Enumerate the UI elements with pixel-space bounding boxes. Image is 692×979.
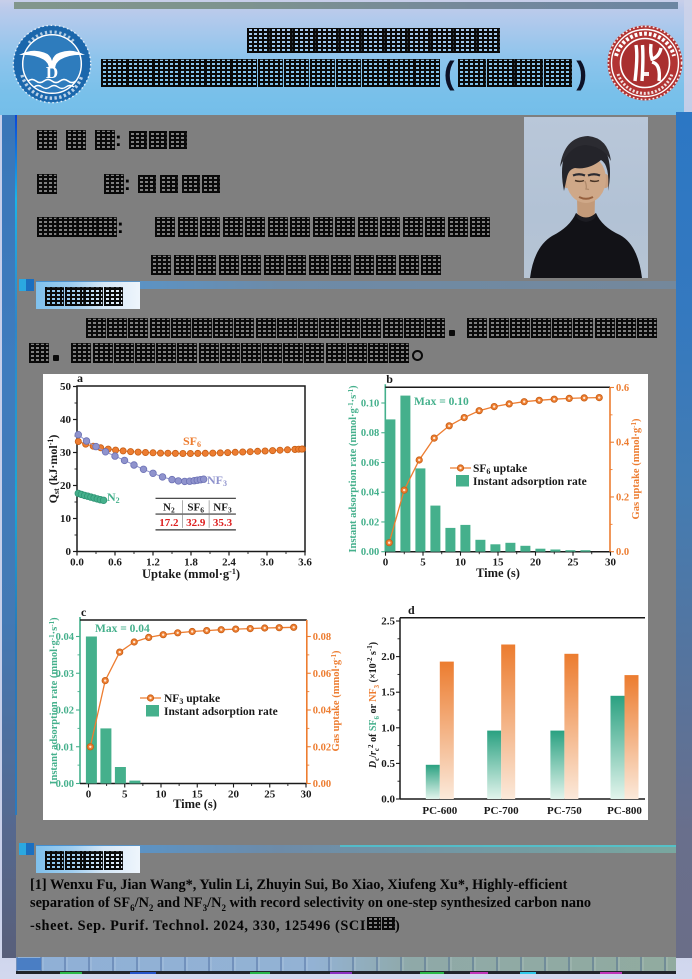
svg-text:0.4: 0.4	[616, 438, 630, 449]
svg-text:NF3: NF3	[207, 473, 227, 488]
svg-text:NF3 uptake: NF3 uptake	[164, 693, 220, 706]
svg-text:20: 20	[228, 789, 240, 801]
svg-text:0.06: 0.06	[361, 458, 379, 469]
svg-text:Gas uptake (mmol·g-1): Gas uptake (mmol·g-1)	[630, 418, 642, 519]
svg-text:0: 0	[383, 557, 389, 569]
svg-text:0: 0	[86, 789, 92, 801]
svg-text:25: 25	[264, 789, 276, 801]
svg-text:10: 10	[455, 557, 467, 569]
svg-text:PC-700: PC-700	[484, 805, 519, 817]
svg-text:15: 15	[493, 557, 505, 569]
svg-text:30: 30	[605, 557, 617, 569]
svg-text:b: b	[386, 374, 393, 386]
svg-text:50: 50	[60, 381, 72, 393]
svg-text:10: 10	[156, 789, 168, 801]
svg-text:20: 20	[530, 557, 542, 569]
svg-text:1.0: 1.0	[381, 722, 395, 734]
svg-text:0.06: 0.06	[313, 669, 331, 680]
svg-text:3.0: 3.0	[260, 557, 274, 569]
svg-text:Max = 0.10: Max = 0.10	[414, 396, 469, 408]
svg-text:2.5: 2.5	[381, 616, 395, 628]
svg-text:17.2: 17.2	[159, 517, 179, 529]
svg-text:Time (s): Time (s)	[476, 566, 520, 580]
svg-text:2.0: 2.0	[381, 651, 395, 663]
svg-text:0.0: 0.0	[70, 557, 84, 569]
svg-text:32.9: 32.9	[186, 517, 206, 529]
svg-text:0.10: 0.10	[361, 399, 379, 410]
svg-text:a: a	[77, 374, 83, 385]
svg-text:2.4: 2.4	[222, 557, 236, 569]
svg-text:SF6: SF6	[187, 501, 204, 514]
svg-text:c: c	[81, 605, 87, 619]
svg-text:20: 20	[60, 480, 72, 492]
svg-text:5: 5	[420, 557, 426, 569]
svg-text:SF6 uptake: SF6 uptake	[473, 463, 527, 476]
svg-text:SF6: SF6	[183, 434, 201, 449]
svg-text:d: d	[408, 603, 415, 617]
svg-text:Instant adsorption rate: Instant adsorption rate	[473, 476, 587, 488]
svg-text:Qst (kJ·mol-1): Qst (kJ·mol-1)	[46, 435, 61, 504]
svg-text:35.3: 35.3	[213, 517, 233, 529]
svg-text:0.6: 0.6	[616, 383, 629, 394]
svg-text:Max = 0.04: Max = 0.04	[95, 623, 150, 635]
svg-text:0.08: 0.08	[361, 428, 379, 439]
svg-text:1.8: 1.8	[184, 557, 198, 569]
svg-text:0.00: 0.00	[56, 779, 74, 790]
svg-text:PC-600: PC-600	[422, 805, 457, 817]
svg-text:D: D	[46, 63, 58, 82]
svg-text:Gas uptake (mmol·g-1): Gas uptake (mmol·g-1)	[330, 650, 342, 751]
svg-text:Uptake (mmol·g-1): Uptake (mmol·g-1)	[142, 567, 240, 581]
svg-text:Time (s): Time (s)	[173, 797, 217, 811]
svg-text:0.2: 0.2	[616, 492, 629, 503]
svg-text:N2: N2	[107, 490, 120, 505]
svg-text:30: 30	[301, 789, 313, 801]
svg-text:PC-750: PC-750	[547, 805, 582, 817]
svg-text:0.02: 0.02	[361, 517, 379, 528]
svg-text:0.08: 0.08	[313, 632, 331, 643]
svg-text:Instant adsorption rate (mmol·: Instant adsorption rate (mmol·g-1·s-1)	[48, 617, 60, 785]
svg-text:0.02: 0.02	[313, 742, 331, 753]
svg-text:10: 10	[60, 513, 72, 525]
svg-text:1.2: 1.2	[146, 557, 160, 569]
svg-text:0.04: 0.04	[56, 632, 75, 643]
svg-text:0.0: 0.0	[381, 794, 395, 806]
svg-text:NF3: NF3	[213, 501, 232, 514]
svg-text:0: 0	[66, 546, 72, 558]
svg-text:N2: N2	[163, 501, 175, 514]
svg-text:0.04: 0.04	[361, 488, 380, 499]
svg-text:25: 25	[568, 557, 580, 569]
svg-text:0.02: 0.02	[56, 706, 74, 717]
svg-text:0.00: 0.00	[313, 779, 331, 790]
svg-text:PC-800: PC-800	[607, 805, 642, 817]
svg-text:0.6: 0.6	[108, 557, 122, 569]
svg-text:0.01: 0.01	[56, 742, 74, 753]
svg-text:Instant adsorption rate: Instant adsorption rate	[164, 706, 278, 718]
svg-text:Instant adsorption rate (mmol·: Instant adsorption rate (mmol·g-1·s-1)	[347, 385, 359, 553]
svg-text:0.0: 0.0	[616, 547, 629, 558]
svg-text:5: 5	[122, 789, 128, 801]
svg-text:30: 30	[60, 447, 72, 459]
svg-text:Dc/rc2 of SF6 or NF3 (×10-2 s-: Dc/rc2 of SF6 or NF3 (×10-2 s-1)	[366, 642, 381, 769]
svg-text:0.03: 0.03	[56, 669, 74, 680]
svg-text:1.5: 1.5	[381, 687, 395, 699]
svg-text:3.6: 3.6	[298, 557, 312, 569]
svg-text:40: 40	[60, 414, 72, 426]
svg-text:0.04: 0.04	[313, 706, 332, 717]
svg-text:0.00: 0.00	[361, 547, 379, 558]
svg-text:0.5: 0.5	[381, 758, 395, 770]
svg-text:15: 15	[192, 789, 204, 801]
